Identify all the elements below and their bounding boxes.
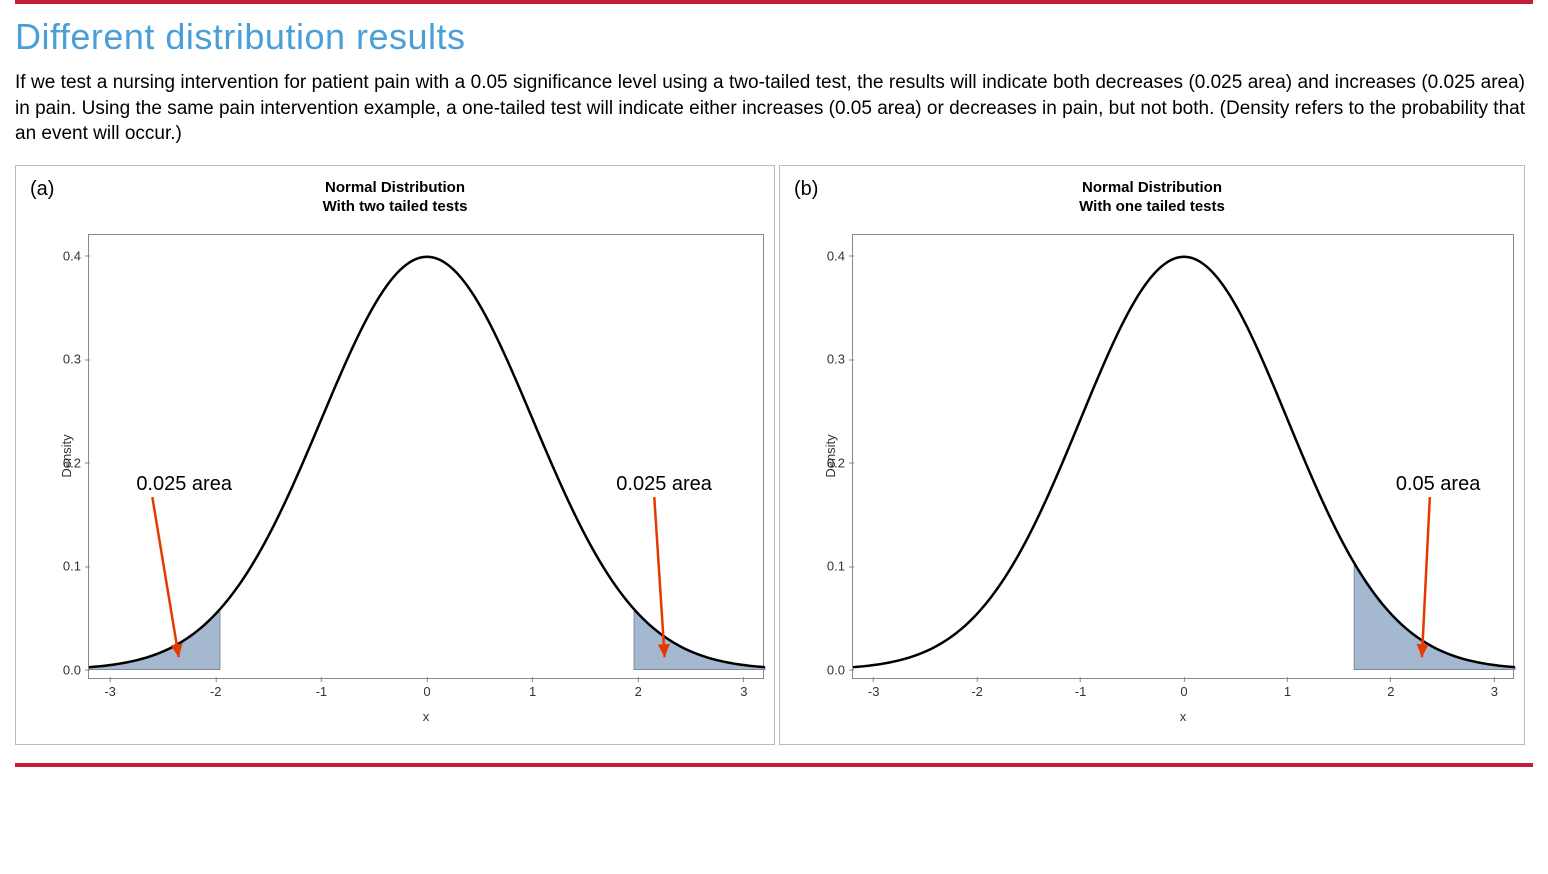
y-tick: 0.4	[63, 248, 89, 263]
y-tick: 0.3	[827, 352, 853, 367]
chart-title: Normal DistributionWith one tailed tests	[780, 166, 1524, 217]
x-tick: -1	[316, 678, 328, 699]
distribution-curve	[89, 257, 765, 667]
y-tick: 0.1	[827, 559, 853, 574]
bottom-bar	[15, 763, 1533, 767]
plot-svg	[853, 235, 1515, 680]
x-tick: 2	[1387, 678, 1394, 699]
plot-area: Density0.00.10.20.30.4-3-2-101230.025 ar…	[88, 234, 764, 679]
x-tick: 1	[529, 678, 536, 699]
chart-panel-a: (a)Normal DistributionWith two tailed te…	[15, 165, 775, 745]
x-axis-label: x	[852, 703, 1514, 724]
y-tick: 0.4	[827, 248, 853, 263]
shaded-region	[1354, 563, 1515, 670]
chart-panel-b: (b)Normal DistributionWith one tailed te…	[779, 165, 1525, 745]
panel-label: (b)	[794, 178, 818, 201]
arrow-line	[1422, 497, 1430, 657]
y-tick: 0.2	[63, 455, 89, 470]
x-tick: 3	[1491, 678, 1498, 699]
x-tick: 2	[635, 678, 642, 699]
charts-row: (a)Normal DistributionWith two tailed te…	[15, 165, 1533, 763]
x-tick: -3	[104, 678, 116, 699]
distribution-curve	[853, 257, 1515, 667]
y-tick: 0.3	[63, 352, 89, 367]
x-tick: 0	[1180, 678, 1187, 699]
chart-title: Normal DistributionWith two tailed tests	[16, 166, 774, 217]
x-tick: -2	[971, 678, 983, 699]
y-tick: 0.1	[63, 559, 89, 574]
y-tick: 0.0	[63, 662, 89, 677]
description-text: If we test a nursing intervention for pa…	[15, 66, 1533, 165]
x-tick: -2	[210, 678, 222, 699]
y-tick: 0.0	[827, 662, 853, 677]
shaded-region	[89, 609, 220, 669]
y-tick: 0.2	[827, 455, 853, 470]
x-tick: 3	[740, 678, 747, 699]
page-heading: Different distribution results	[15, 4, 1533, 66]
x-tick: 1	[1284, 678, 1291, 699]
plot-area: Density0.00.10.20.30.4-3-2-101230.05 are…	[852, 234, 1514, 679]
panel-label: (a)	[30, 178, 54, 201]
plot-svg	[89, 235, 765, 680]
x-tick: -3	[868, 678, 880, 699]
x-axis-label: x	[88, 703, 764, 724]
x-tick: -1	[1075, 678, 1087, 699]
x-tick: 0	[423, 678, 430, 699]
arrow-line	[152, 497, 178, 657]
shaded-region	[634, 609, 765, 669]
